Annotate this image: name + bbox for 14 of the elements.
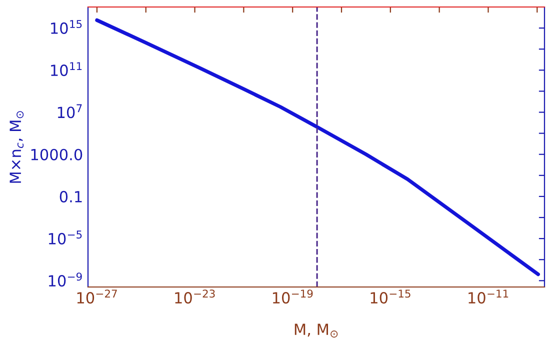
y-tick-label: 10$^{−5}$: [48, 230, 82, 244]
y-tick-label: 1000.0: [31, 148, 82, 160]
x-tick-label: 10$^{−11}$: [468, 290, 508, 304]
x-tick-label: 10$^{−15}$: [370, 290, 410, 304]
y-tick-label: 10$^{15}$: [51, 20, 82, 34]
x-axis-title: M, M$_{⊙}$: [294, 324, 338, 338]
x-tick-label: 10$^{−27}$: [77, 290, 117, 304]
y-tick-label: 10$^{7}$: [58, 104, 82, 118]
x-tick-label: 10$^{−19}$: [272, 290, 313, 304]
y-tick-label: 10$^{−9}$: [48, 272, 82, 287]
y-axis-title: M×n$_{c}$, M$_{⊙}$: [10, 111, 24, 183]
x-tick-label: 10$^{−23}$: [175, 290, 215, 304]
y-tick-label: 10$^{11}$: [51, 62, 82, 76]
y-tick-label: 0.1: [60, 190, 82, 202]
